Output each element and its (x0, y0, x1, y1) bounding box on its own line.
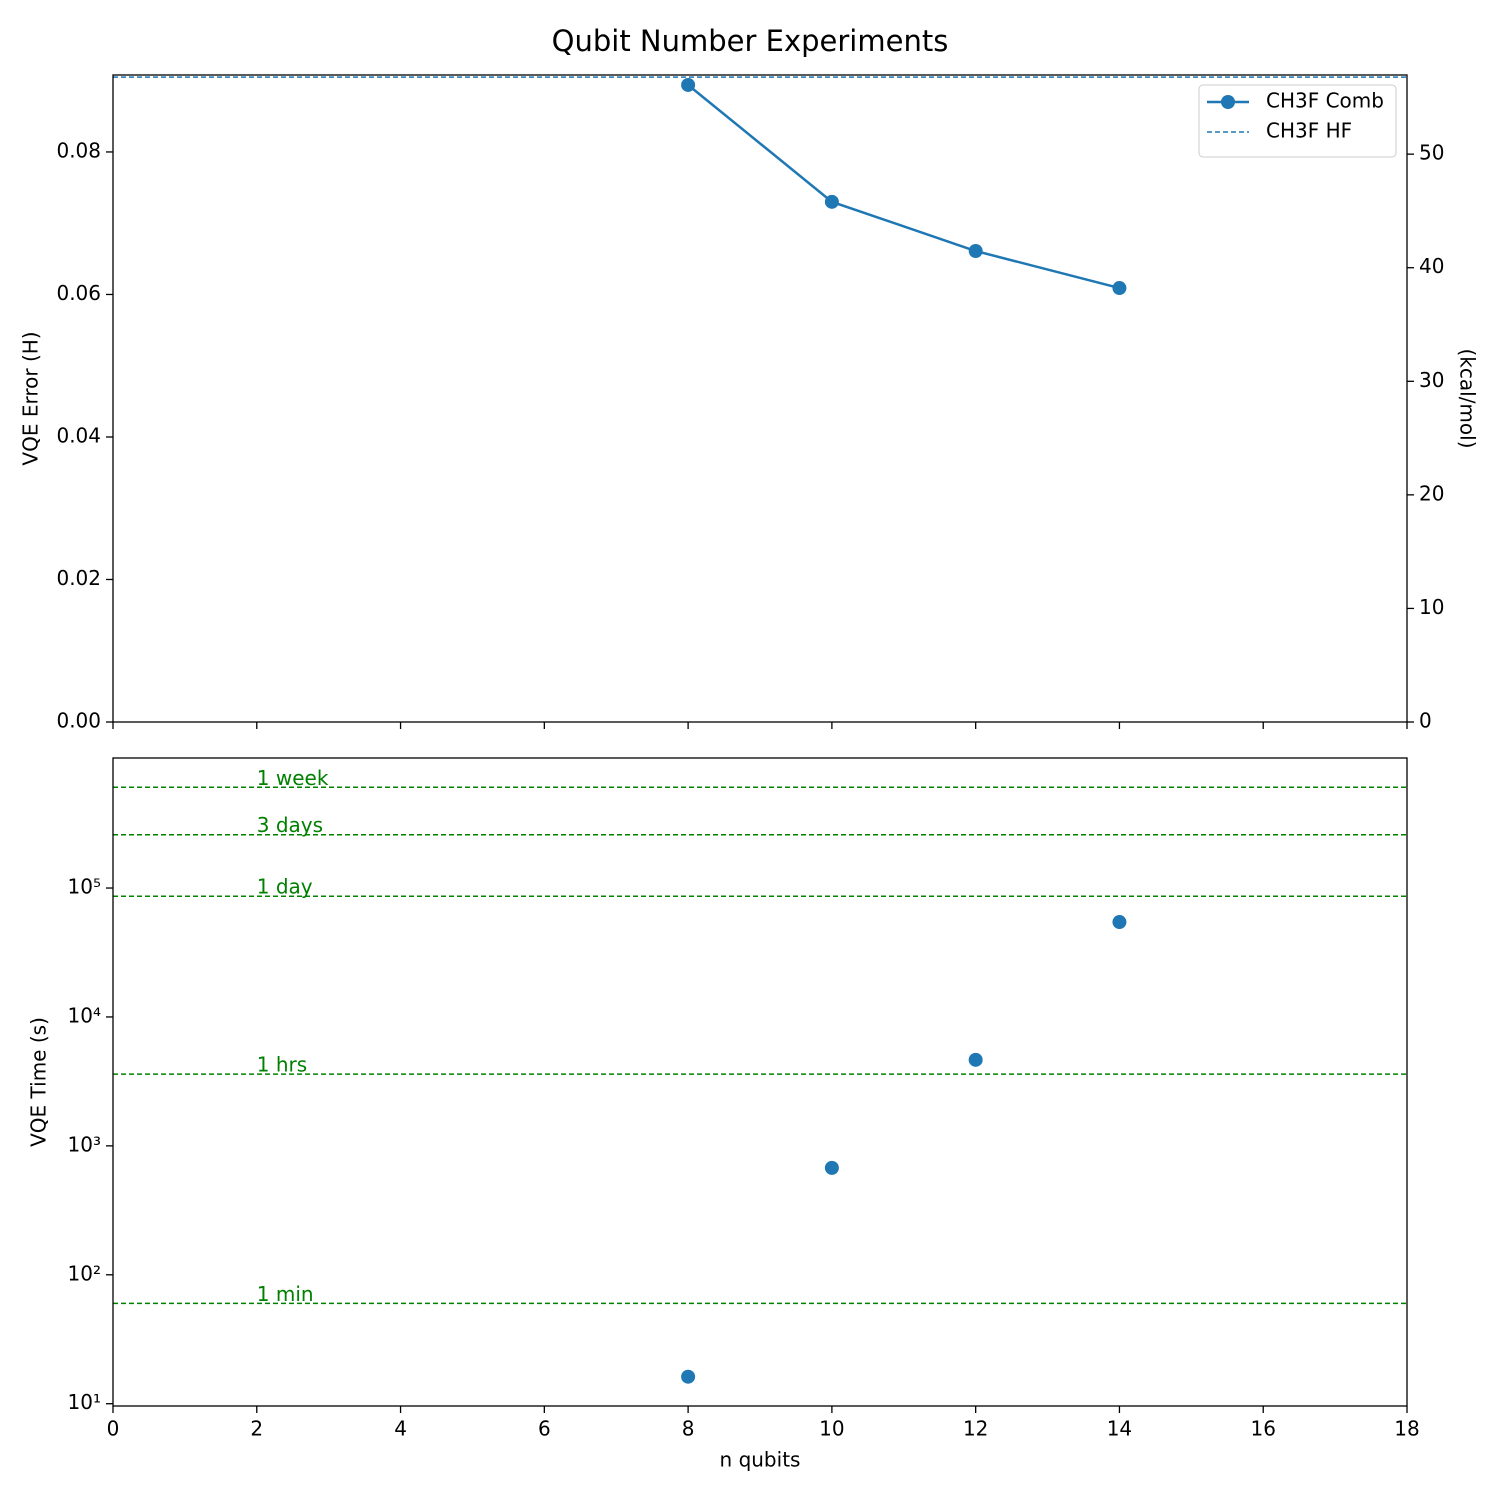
legend-label: CH3F Comb (1266, 89, 1384, 113)
y-tick-label: 0.08 (56, 138, 101, 162)
threshold-label: 1 min (257, 1282, 314, 1306)
data-point (1112, 915, 1127, 930)
series-line (687, 84, 1120, 290)
y2-tick-label: 20 (1419, 481, 1444, 505)
legend-label: CH3F HF (1266, 119, 1352, 143)
y2-tick-label: 10 (1419, 595, 1444, 619)
axes-frame (112, 74, 1408, 723)
y-tick-label: 10² (68, 1261, 101, 1285)
y-axis-label: VQE Time (s) (27, 1017, 51, 1147)
y2-tick-label: 50 (1419, 141, 1444, 165)
data-point (968, 244, 983, 259)
y-tick-label: 0.00 (56, 709, 101, 733)
y2-tick-label: 30 (1419, 368, 1444, 392)
x-tick-label: 12 (963, 1417, 988, 1441)
y-tick-label: 10¹ (68, 1390, 101, 1414)
x-axis-label: n qubits (720, 1448, 801, 1472)
x-tick-label: 2 (250, 1417, 263, 1441)
x-tick-label: 18 (1394, 1417, 1419, 1441)
threshold-label: 3 days (257, 813, 323, 837)
x-tick-label: 16 (1250, 1417, 1275, 1441)
x-tick-label: 6 (538, 1417, 551, 1441)
threshold-label: 1 week (257, 766, 329, 790)
threshold-label: 1 hrs (257, 1053, 307, 1077)
chart-title: Qubit Number Experiments (552, 24, 949, 58)
legend-marker (1221, 95, 1235, 109)
y-tick-label: 0.02 (56, 566, 101, 590)
axes-frame (112, 757, 1408, 1407)
data-point (968, 1052, 983, 1067)
y2-tick-label: 40 (1419, 254, 1444, 278)
y-tick-label: 10³ (68, 1132, 101, 1156)
y2-axis-label: (kcal/mol) (1456, 348, 1480, 448)
y2-tick-label: 0 (1419, 709, 1432, 733)
y-tick-label: 0.04 (56, 423, 101, 447)
data-point (824, 1160, 839, 1175)
data-point (824, 194, 839, 209)
data-point (1112, 281, 1127, 296)
data-point (681, 1369, 696, 1384)
data-point (681, 77, 696, 92)
y-axis-label: VQE Error (H) (19, 331, 43, 465)
x-tick-label: 0 (107, 1417, 120, 1441)
x-tick-label: 14 (1107, 1417, 1132, 1441)
y-tick-label: 10⁵ (68, 875, 101, 899)
x-tick-label: 8 (682, 1417, 695, 1441)
x-tick-label: 10 (819, 1417, 844, 1441)
y-tick-label: 10⁴ (68, 1003, 101, 1027)
threshold-label: 1 day (257, 875, 313, 899)
x-tick-label: 4 (394, 1417, 407, 1441)
y-tick-label: 0.06 (56, 281, 101, 305)
